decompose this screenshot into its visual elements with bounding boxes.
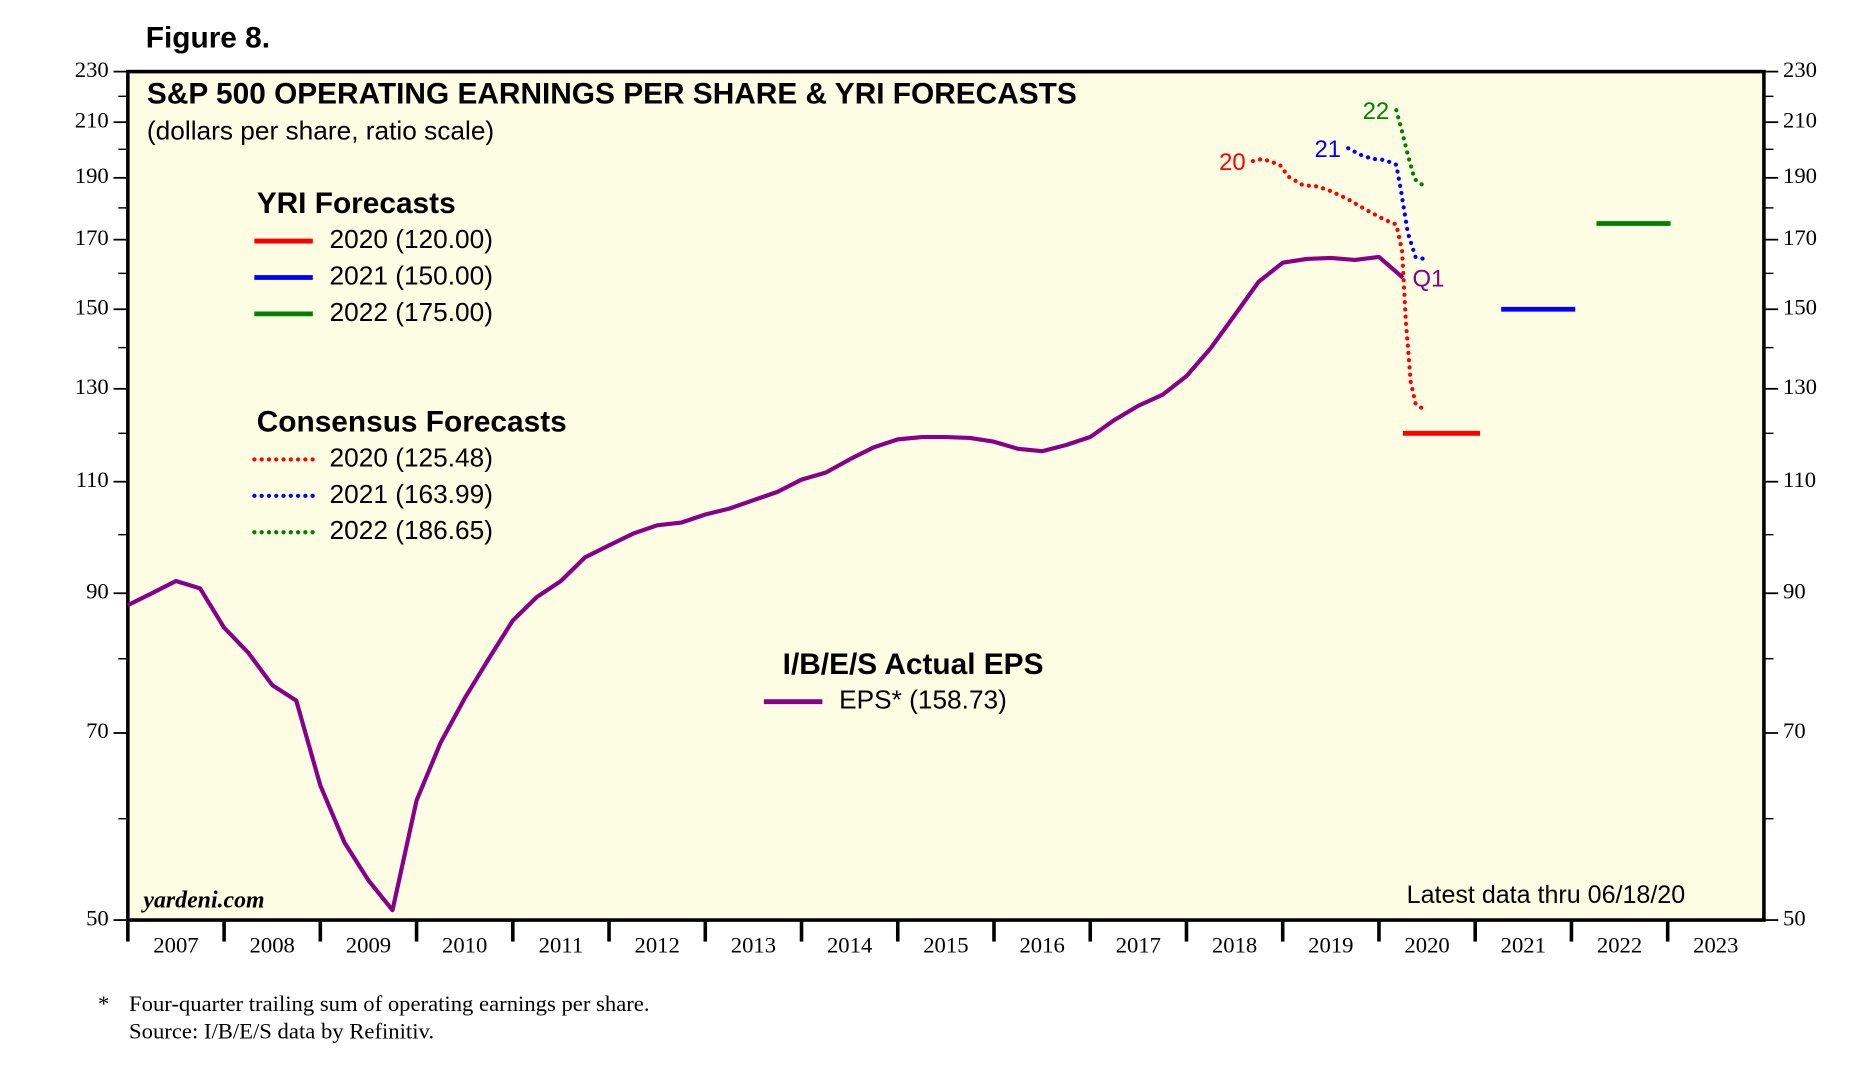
x-tick-label: 2007 <box>153 933 198 958</box>
y2-tick-label: 130 <box>1783 374 1817 399</box>
legend-title: YRI Forecasts <box>257 187 456 220</box>
series-line <box>1250 156 1425 411</box>
legend-label: 2020 (125.48) <box>330 442 493 472</box>
y-tick-label: 70 <box>86 718 109 743</box>
x-tick-label: 2009 <box>346 933 391 958</box>
y2-tick-label: 170 <box>1783 225 1817 250</box>
x-tick-label: 2020 <box>1404 933 1449 958</box>
legend-title: I/B/E/S Actual EPS <box>783 648 1044 681</box>
y2-tick-label: 150 <box>1783 294 1817 319</box>
x-tick-label: 2023 <box>1693 933 1738 958</box>
y-tick-label: 190 <box>75 163 109 188</box>
y2-tick-label: 230 <box>1783 57 1817 82</box>
y-tick-label: 170 <box>75 225 109 250</box>
legend-label: 2021 (150.00) <box>330 260 493 290</box>
legend-label: EPS* (158.73) <box>839 685 1007 715</box>
y-tick-label: 50 <box>86 905 109 930</box>
y2-tick-label: 210 <box>1783 107 1817 132</box>
series-line <box>1346 146 1430 262</box>
x-tick-label: 2014 <box>827 933 872 958</box>
legend-label: 2021 (163.99) <box>330 479 493 509</box>
x-tick-label: 2015 <box>923 933 968 958</box>
x-tick-label: 2021 <box>1501 933 1546 958</box>
x-tick-label: 2017 <box>1116 933 1161 958</box>
footnote: Source: I/B/E/S data by Refinitiv. <box>129 1019 434 1044</box>
legend-title: Consensus Forecasts <box>257 406 567 439</box>
footnote-marker: * <box>98 991 109 1016</box>
series-line <box>126 254 1405 913</box>
y-tick-label: 210 <box>75 107 109 132</box>
y2-tick-label: 90 <box>1783 578 1806 603</box>
annotation: Q1 <box>1413 265 1445 292</box>
y2-tick-label: 190 <box>1783 163 1817 188</box>
x-tick-label: 2010 <box>442 933 487 958</box>
x-tick-label: 2012 <box>635 933 680 958</box>
plot-area <box>126 69 1766 922</box>
x-tick-label: 2022 <box>1597 933 1642 958</box>
y-tick-label: 110 <box>76 467 109 492</box>
watermark: yardeni.com <box>140 888 264 914</box>
y-tick-label: 150 <box>75 294 109 319</box>
annotation: 21 <box>1314 136 1341 163</box>
figure-label: Figure 8. <box>146 21 270 54</box>
y2-tick-label: 50 <box>1783 905 1806 930</box>
footnote: Four-quarter trailing sum of operating e… <box>129 991 649 1016</box>
data-note: Latest data thru 06/18/20 <box>1407 881 1686 909</box>
y-tick-label: 90 <box>86 578 109 603</box>
y-tick-label: 230 <box>75 57 109 82</box>
annotation: 22 <box>1363 98 1390 125</box>
x-tick-label: 2013 <box>731 933 776 958</box>
chart-title: S&P 500 OPERATING EARNINGS PER SHARE & Y… <box>147 77 1077 110</box>
annotation: 20 <box>1219 149 1246 176</box>
legend-label: 2022 (175.00) <box>330 297 493 327</box>
series-line <box>1394 108 1429 190</box>
y2-tick-label: 110 <box>1783 467 1816 492</box>
x-tick-label: 2008 <box>250 933 295 958</box>
legend-label: 2020 (120.00) <box>330 224 493 254</box>
x-tick-label: 2019 <box>1308 933 1353 958</box>
legend-label: 2022 (186.65) <box>330 515 493 545</box>
x-tick-label: 2016 <box>1019 933 1064 958</box>
y-tick-label: 130 <box>75 374 109 399</box>
x-tick-label: 2011 <box>539 933 583 958</box>
y2-tick-label: 70 <box>1783 718 1806 743</box>
chart-subtitle: (dollars per share, ratio scale) <box>147 115 494 145</box>
x-tick-label: 2018 <box>1212 933 1257 958</box>
